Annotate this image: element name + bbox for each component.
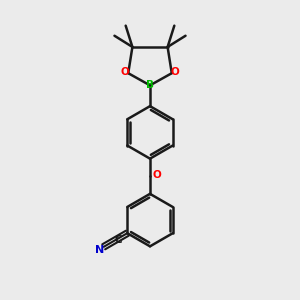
Text: O: O bbox=[153, 170, 161, 180]
Text: O: O bbox=[121, 67, 129, 76]
Text: B: B bbox=[146, 80, 154, 90]
Text: N: N bbox=[94, 245, 104, 255]
Text: C: C bbox=[115, 235, 122, 245]
Text: O: O bbox=[171, 67, 179, 76]
